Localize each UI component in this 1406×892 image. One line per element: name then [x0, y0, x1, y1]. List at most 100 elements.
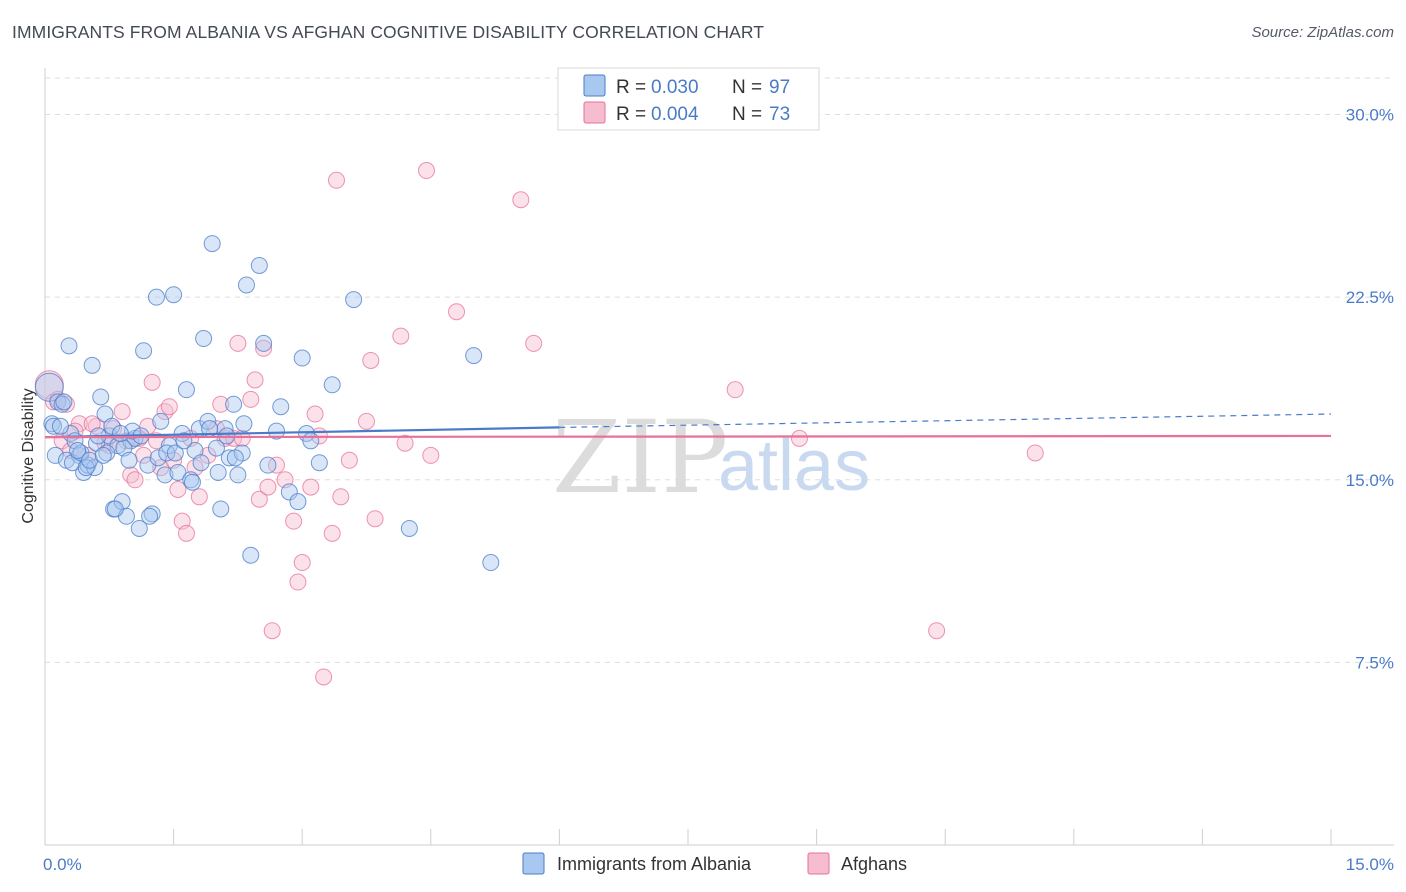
afghans-point-52: [362, 351, 380, 369]
legend-n-label-1: N =: [732, 77, 762, 98]
albania-point-2: [45, 417, 63, 435]
watermark: ZIP atlas: [552, 399, 870, 516]
afghans-point-70: [126, 471, 144, 489]
afghans-point-48: [327, 171, 345, 189]
albania-point-39: [195, 330, 213, 348]
afghans-point-41: [289, 573, 307, 591]
x-tick-label-1: 15.0%: [1346, 855, 1394, 874]
grid-lines: [45, 77, 1394, 663]
afghans-point-51: [358, 412, 375, 430]
afghans-point-24: [190, 488, 208, 506]
albania-point-47: [229, 466, 247, 484]
albania-point-89: [55, 393, 73, 411]
afghans-point-46: [315, 668, 333, 686]
albania-point-46: [225, 395, 243, 413]
afghans-point-61: [726, 381, 744, 399]
afghans-point-10: [113, 403, 131, 421]
albania-point-50: [242, 546, 260, 564]
afghans-point-18: [160, 398, 178, 416]
albania-point-41: [203, 235, 221, 253]
afghans-point-32: [242, 390, 260, 408]
albania-point-95: [111, 424, 129, 442]
albania-point-54: [267, 422, 285, 440]
albania-point-30: [156, 466, 174, 484]
afghans-point-54: [392, 327, 410, 345]
albania-point-90: [69, 442, 87, 460]
albania-point-3: [46, 446, 64, 464]
albania-point-78: [149, 449, 167, 467]
albania-point-5: [53, 395, 71, 413]
afghans-point-38: [267, 456, 285, 474]
albania-point-52: [255, 334, 273, 352]
chart-title: IMMIGRANTS FROM ALBANIA VS AFGHAN COGNIT…: [12, 22, 765, 42]
afghans-point-58: [448, 303, 466, 321]
bottom-legend-label-afghans: Afghans: [841, 854, 907, 874]
legend-swatch-blue: [583, 74, 606, 97]
afghans-point-27: [212, 395, 230, 413]
afghans-point-37: [263, 622, 281, 640]
afghans-point-36: [259, 478, 277, 496]
albania-point-88: [235, 415, 253, 433]
albania-point-64: [400, 519, 418, 537]
afghans-point-20: [169, 481, 187, 499]
afghans-point-57: [422, 446, 440, 464]
afghans-point-55: [396, 434, 414, 452]
albania-point-66: [482, 554, 500, 572]
albania-point-73: [106, 500, 124, 518]
afghans-point-64: [1026, 444, 1044, 462]
afghans-point-35: [255, 339, 273, 357]
albania-point-96: [120, 451, 138, 469]
afghans-point-43: [302, 478, 320, 496]
albania-point-85: [209, 463, 227, 481]
bottom-legend-label-albania: Immigrants from Albania: [557, 854, 752, 874]
afghans-point-56: [418, 162, 436, 180]
bottom-legend-swatch-blue: [522, 852, 545, 875]
albania-point-61: [310, 454, 328, 472]
albania-point-93: [94, 446, 112, 464]
albania-point-80: [166, 444, 184, 462]
albania-point-29: [152, 412, 170, 430]
legend-n-value-2: 73: [769, 104, 790, 125]
albania-point-83: [192, 454, 210, 472]
albania-point-51: [250, 256, 268, 274]
y-tick-label-2: 22.5%: [1346, 288, 1394, 307]
x-tick-label-0: 0.0%: [43, 855, 82, 874]
albania-point-28: [147, 288, 165, 306]
albania-point-33: [169, 463, 187, 481]
afghans-point-25: [199, 446, 217, 464]
afghans-point-53: [366, 510, 384, 528]
afghans-point-42: [293, 554, 311, 572]
albania-point-56: [280, 483, 298, 501]
legend-n-value-1: 97: [769, 77, 790, 98]
afghans-point-60: [525, 334, 543, 352]
albania-point-87: [226, 449, 244, 467]
afghans-point-22: [177, 524, 195, 542]
albania-point-35: [177, 381, 195, 399]
albania-point-36: [182, 471, 200, 489]
albania-point-77: [141, 507, 159, 525]
legend-r-label-1: R =: [616, 77, 646, 98]
albania-point-58: [293, 349, 311, 367]
albania-point-79: [158, 444, 176, 462]
y-tick-label-0: 7.5%: [1355, 653, 1394, 672]
afghans-point-50: [340, 451, 358, 469]
afghans-point-49: [332, 488, 350, 506]
source-credit: Source: ZipAtlas.com: [1251, 24, 1394, 41]
y-axis-label: Cognitive Disability: [20, 388, 37, 523]
albania-point-57: [289, 493, 307, 511]
albania-point-94: [103, 417, 121, 435]
y-tick-labels: 7.5% 15.0% 22.5% 30.0%: [1346, 106, 1394, 673]
afghans-point-40: [285, 512, 303, 530]
trend-lines: [44, 413, 1332, 439]
albania-point-32: [165, 286, 183, 304]
afghans-point-63: [928, 622, 946, 640]
albania-trend-line: [44, 426, 560, 439]
legend-r-label-2: R =: [616, 104, 646, 125]
watermark-atlas: atlas: [718, 426, 870, 506]
albania-point-60: [302, 432, 320, 450]
albania-point-13: [83, 356, 101, 374]
albania-point-15: [92, 388, 110, 406]
watermark-zip: ZIP: [552, 399, 728, 516]
albania-point-65: [465, 347, 483, 365]
